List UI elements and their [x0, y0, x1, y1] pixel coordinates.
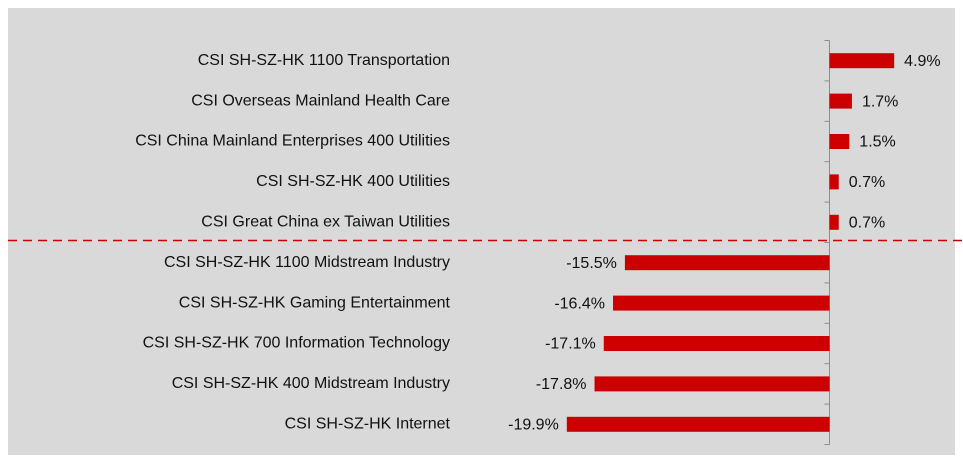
- category-label: CSI SH-SZ-HK Gaming Entertainment: [179, 294, 451, 311]
- bar: [566, 416, 830, 432]
- value-label: 1.5%: [859, 134, 895, 151]
- category-label: CSI Great China ex Taiwan Utilities: [201, 214, 450, 231]
- bar: [829, 53, 895, 69]
- category-label: CSI SH-SZ-HK 400 Midstream Industry: [172, 375, 450, 392]
- value-label: 4.9%: [904, 53, 940, 70]
- category-label: CSI SH-SZ-HK 700 Information Technology: [143, 335, 450, 352]
- bar: [603, 336, 830, 351]
- bar: [829, 214, 839, 230]
- value-label: 1.7%: [862, 93, 898, 110]
- bar: [624, 255, 830, 271]
- bar: [829, 134, 850, 149]
- value-label: -19.9%: [508, 417, 559, 434]
- bars-group: CSI SH-SZ-HK 1100 Transportation 4.9% CSI …: [135, 40, 941, 445]
- value-label: -16.4%: [554, 295, 605, 312]
- bar: [613, 295, 830, 311]
- bar: [594, 376, 830, 392]
- category-label: CSI SH-SZ-HK 400 Utilities: [256, 173, 450, 190]
- value-label: -17.8%: [536, 376, 587, 393]
- category-label: CSI SH-SZ-HK Internet: [285, 416, 451, 433]
- category-label: CSI China Mainland Enterprises 400 Utili…: [135, 133, 450, 150]
- value-label: -17.1%: [545, 336, 596, 353]
- category-label: CSI SH-SZ-HK 1100 Midstream Industry: [164, 254, 450, 271]
- category-label: CSI Overseas Mainland Health Care: [191, 92, 450, 109]
- bar: [829, 93, 852, 109]
- bar: [829, 174, 839, 190]
- value-label: -15.5%: [566, 255, 617, 272]
- category-label: CSI SH-SZ-HK 1100 Transportation: [198, 52, 450, 69]
- value-label: 0.7%: [849, 174, 885, 191]
- value-label: 0.7%: [849, 215, 885, 232]
